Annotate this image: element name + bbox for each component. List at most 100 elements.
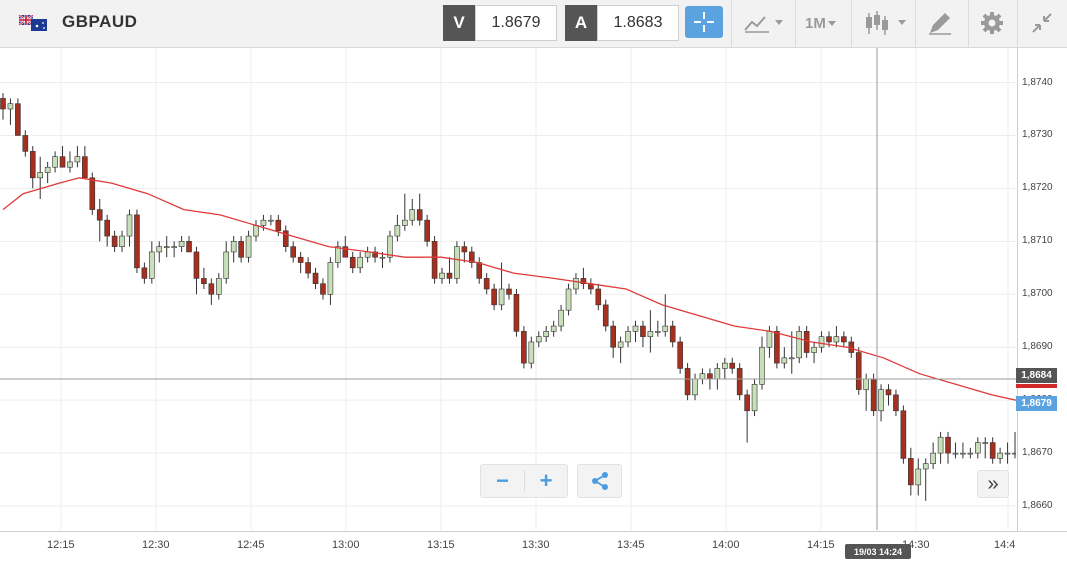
candle-body — [297, 256, 304, 263]
candle-body — [111, 235, 118, 247]
buy-price[interactable]: 1.8683 — [597, 5, 679, 41]
candle-body — [602, 304, 609, 327]
candle-body — [714, 368, 721, 380]
candle-body — [15, 103, 21, 136]
price-tag-marker — [1016, 384, 1057, 388]
candle-body — [677, 341, 683, 369]
candle-body — [528, 341, 535, 364]
indicators-button[interactable] — [741, 8, 787, 38]
scroll-to-latest-button[interactable]: » — [977, 470, 1009, 498]
candle-body — [260, 219, 267, 226]
candle-body — [595, 288, 602, 306]
candle-body — [855, 352, 862, 390]
candle-body — [565, 288, 572, 311]
candle-body — [632, 325, 639, 332]
candle-body — [163, 246, 170, 248]
candle-body — [662, 325, 669, 332]
time-axis-label: 13:15 — [427, 539, 455, 551]
candle-body — [513, 293, 520, 332]
candle-body — [811, 346, 817, 353]
candle-body — [461, 246, 468, 253]
candle-body — [483, 278, 490, 290]
candle-body — [818, 336, 825, 348]
candle-body — [974, 442, 981, 454]
candle-body — [617, 341, 624, 348]
candle-body — [550, 325, 557, 332]
price-chart[interactable] — [0, 48, 1016, 530]
candle-body — [268, 219, 274, 222]
candle-body — [320, 283, 326, 295]
sell-price-tag: 1,8679 — [1016, 396, 1057, 411]
candle-body — [454, 246, 460, 279]
settings-button[interactable] — [978, 8, 1006, 38]
buy-label[interactable]: A — [565, 5, 597, 41]
drawing-tools-button[interactable] — [925, 8, 955, 38]
candle-body — [885, 389, 892, 396]
price-axis-label: 1,8710 — [1022, 235, 1053, 247]
candle-body — [491, 288, 497, 306]
candle-body — [379, 256, 386, 259]
fullscreen-button[interactable] — [1027, 8, 1057, 38]
sell-label[interactable]: V — [443, 5, 475, 41]
candle-body — [446, 272, 453, 279]
candle-body — [967, 452, 974, 455]
candle-body — [506, 288, 512, 295]
candle-body — [387, 235, 393, 258]
candle-body — [476, 262, 483, 279]
candle-body — [870, 378, 877, 412]
candle-body — [468, 251, 475, 263]
zoom-out-button[interactable]: − — [496, 468, 509, 493]
candle-body — [357, 256, 363, 269]
sell-price[interactable]: 1.8679 — [475, 5, 557, 41]
share-icon — [591, 472, 608, 490]
chart-type-button[interactable] — [862, 8, 910, 38]
candle-body — [736, 368, 743, 396]
gb-au-flag-icon — [19, 15, 47, 31]
price-axis-label: 1,8700 — [1022, 288, 1053, 300]
candle-body — [900, 410, 907, 459]
candle-body — [580, 278, 587, 285]
candle-body — [788, 357, 795, 360]
candle-body — [37, 172, 44, 179]
candle-body — [178, 241, 185, 247]
gear-icon — [981, 12, 1003, 34]
candle-body — [915, 468, 922, 486]
candle-body — [335, 246, 341, 263]
candle-body — [751, 383, 758, 412]
candle-body — [134, 214, 140, 269]
candle-body — [766, 331, 773, 348]
candle-body — [7, 103, 14, 110]
candle-body — [558, 309, 564, 327]
drawing-tools-icon — [929, 13, 951, 35]
share-button[interactable] — [577, 464, 622, 498]
candle-body — [997, 452, 1003, 459]
candle-body — [945, 436, 951, 454]
candle-body — [930, 452, 936, 465]
candle-body — [878, 389, 884, 412]
candle-body — [960, 452, 966, 455]
price-axis[interactable] — [1017, 48, 1067, 531]
time-axis-label: 13:30 — [522, 539, 550, 551]
time-axis[interactable] — [0, 531, 1067, 568]
candle-body — [863, 378, 869, 390]
candle-body — [290, 246, 297, 258]
candle-body — [282, 230, 289, 247]
candle-body — [982, 442, 989, 444]
candle-body — [342, 246, 349, 258]
zoom-in-button[interactable]: + — [539, 468, 553, 493]
candle-body — [573, 278, 579, 290]
crosshair-button[interactable] — [685, 6, 723, 38]
instrument-symbol[interactable]: GBPAUD — [62, 12, 138, 31]
candle-body — [312, 272, 319, 285]
price-axis-label: 1,8740 — [1022, 76, 1053, 88]
candle-body — [699, 373, 706, 380]
zoom-controls: − + — [480, 464, 568, 498]
candle-body — [104, 219, 110, 237]
candle-body — [431, 241, 438, 279]
crosshair-icon — [694, 12, 714, 32]
timeframe-selector[interactable]: 1M — [805, 8, 840, 38]
candle-body — [364, 251, 371, 258]
candle-body — [893, 394, 899, 412]
moving-average-line — [2, 177, 1016, 401]
candle-body — [119, 235, 125, 247]
